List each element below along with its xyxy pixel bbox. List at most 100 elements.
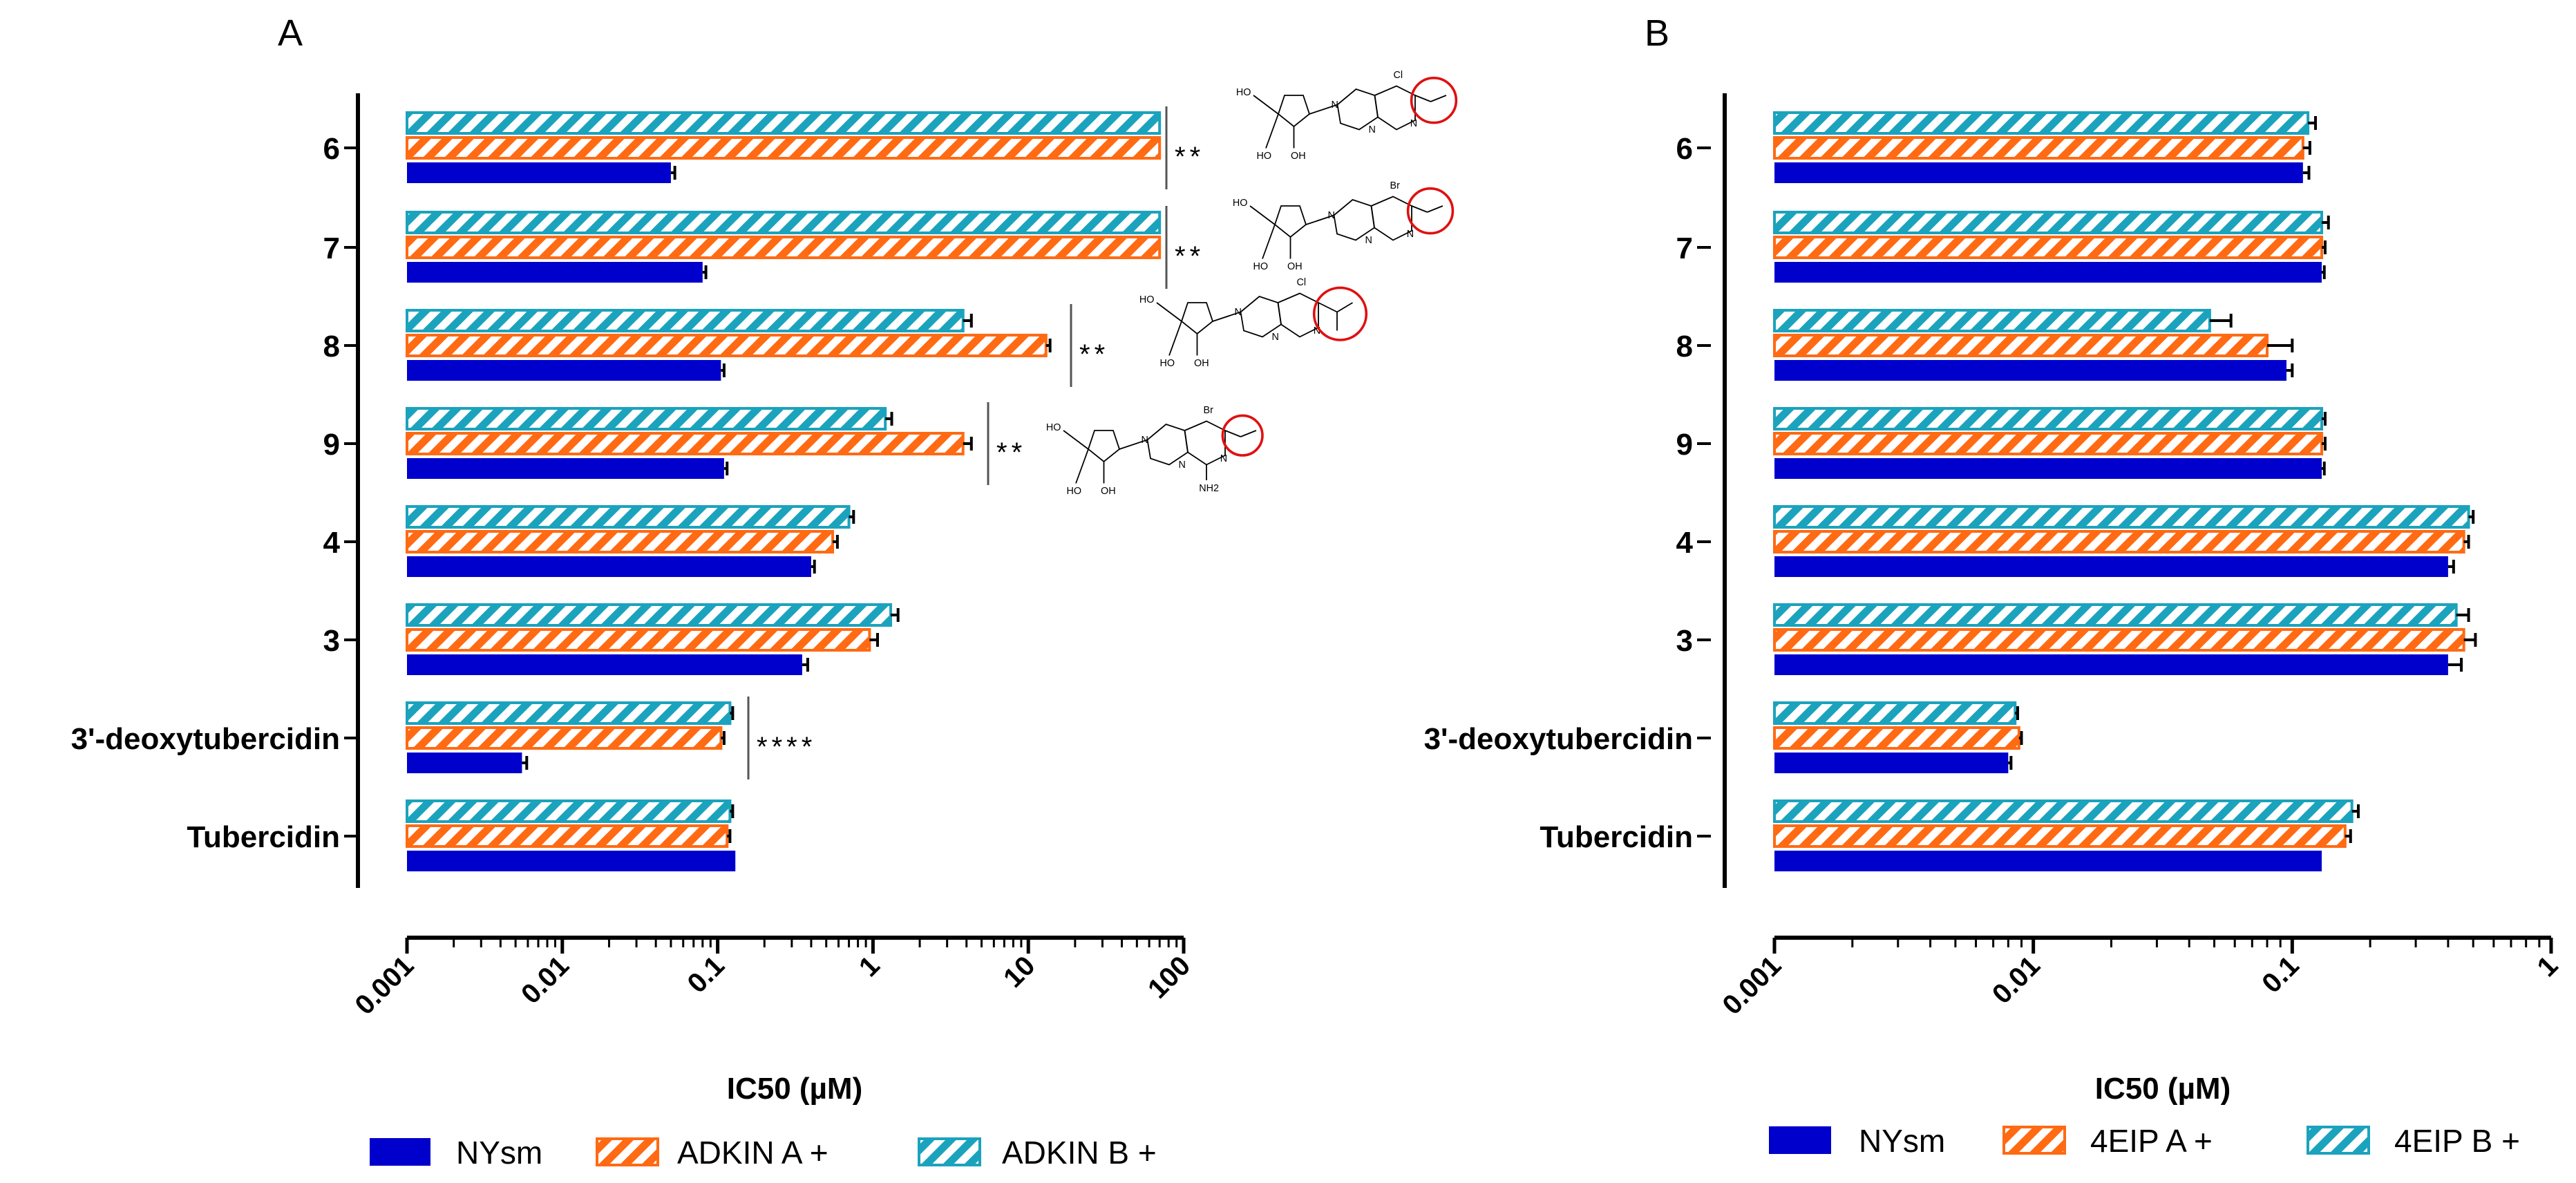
- svg-text:HO: HO: [1046, 422, 1061, 433]
- bar-a-adkin-a-8: [406, 334, 1048, 357]
- bar-b-4eip-b-6: [1773, 111, 2310, 135]
- bar-a-nysm-8: [407, 360, 721, 381]
- bar-a-adkin-a-3: [406, 628, 871, 652]
- category-label: 6: [1676, 132, 1693, 166]
- legend-item-4eip-b: 4EIP B +: [2307, 1123, 2520, 1159]
- significance-label: **: [1175, 142, 1204, 172]
- bar-a-nysm-6: [407, 162, 671, 183]
- x-tick-label: 100: [1142, 950, 1196, 1004]
- svg-text:NH2: NH2: [1199, 483, 1219, 494]
- bar-b-4eip-a-8: [1773, 334, 2269, 357]
- significance-label: **: [996, 437, 1026, 468]
- bar-b-4eip-a-4: [1773, 530, 2465, 553]
- panel-a-x-axis-title: IC50 (µM): [727, 1072, 862, 1106]
- svg-text:N: N: [1365, 235, 1372, 246]
- bar-a-nysm-9: [407, 458, 724, 479]
- legend-swatch-4eip-a: [2002, 1126, 2066, 1155]
- panel-b-x-axis-title: IC50 (µM): [2095, 1072, 2231, 1106]
- bar-b-nysm-8: [1774, 360, 2286, 381]
- x-tick-label: 0.001: [349, 950, 419, 1021]
- bar-b-4eip-b-tubercidin: [1773, 799, 2354, 823]
- bar-b-nysm-tubercidin: [1774, 851, 2322, 871]
- bar-a-adkin-b-3: [406, 603, 893, 627]
- svg-text:HO: HO: [1067, 486, 1082, 497]
- svg-text:HO: HO: [1139, 294, 1155, 305]
- bar-a-adkin-a-9: [406, 432, 965, 455]
- bar-b-4eip-b-9: [1773, 407, 2324, 430]
- bar-a-adkin-a-4: [406, 530, 835, 553]
- panel-a-x-ticks: 0.001 0.01 0.1 1 10 100: [349, 938, 1196, 1021]
- structure-compound-8: HO HO OH N N N Cl: [1139, 277, 1368, 369]
- legend-swatch-nysm: [1769, 1126, 1831, 1154]
- bar-a-nysm-3: [407, 654, 802, 675]
- svg-text:HO: HO: [1236, 87, 1251, 98]
- legend-item-adkin-b: ADKIN B +: [918, 1135, 1157, 1171]
- legend-label: NYsm: [1859, 1123, 1945, 1159]
- svg-text:HO: HO: [1253, 261, 1269, 272]
- bar-b-4eip-b-3-deoxytubercidin: [1773, 701, 2017, 725]
- structure-compound-7: HO HO OH N N N Br: [1233, 180, 1455, 272]
- panel-b: B 6 7 8 9 4 3 3'-deoxytubercidin Tubercidin 0.0…: [1424, 12, 2564, 1106]
- svg-text:N: N: [1328, 210, 1335, 221]
- structure-compound-6: HO HO OH N N N Cl: [1236, 70, 1458, 162]
- category-label: 9: [323, 428, 340, 462]
- panel-b-letter: B: [1645, 12, 1669, 54]
- legend-swatch-nysm: [370, 1138, 430, 1166]
- panel-a-letter: A: [278, 12, 303, 54]
- category-label: 9: [1676, 428, 1693, 462]
- legend-panel-a: NYsm ADKIN A + ADKIN B +: [370, 1135, 1157, 1171]
- category-label: 4: [1676, 526, 1694, 560]
- svg-text:N: N: [1410, 118, 1417, 129]
- bar-a-nysm-tubercidin: [407, 851, 736, 871]
- svg-text:OH: OH: [1194, 358, 1209, 369]
- legend-swatch-4eip-b: [2307, 1126, 2370, 1155]
- bar-b-4eip-a-9: [1773, 432, 2324, 455]
- x-tick-label: 1: [853, 950, 886, 983]
- svg-text:OH: OH: [1101, 486, 1116, 497]
- legend-panel-b: NYsm 4EIP A + 4EIP B +: [1769, 1123, 2520, 1159]
- bar-a-nysm-4: [407, 556, 811, 577]
- legend-label: ADKIN B +: [1002, 1135, 1157, 1171]
- bar-a-adkin-b-4: [406, 505, 851, 529]
- category-label: 4: [323, 526, 341, 560]
- svg-text:Cl: Cl: [1297, 277, 1307, 288]
- category-label: 3: [323, 624, 340, 658]
- svg-text:N: N: [1142, 435, 1148, 446]
- bar-b-nysm-6: [1774, 162, 2303, 183]
- x-tick-label: 0.01: [515, 950, 575, 1010]
- category-label: Tubercidin: [187, 820, 340, 854]
- panel-b-category-labels: 6 7 8 9 4 3 3'-deoxytubercidin Tubercidin: [1424, 132, 1711, 854]
- legend-swatch-adkin-a: [596, 1137, 659, 1166]
- category-label: 6: [323, 132, 340, 166]
- category-label: 7: [323, 231, 340, 265]
- bar-b-4eip-a-3: [1773, 628, 2465, 652]
- bar-a-adkin-b-7: [406, 211, 1162, 234]
- bar-b-4eip-b-8: [1773, 309, 2211, 332]
- bar-b-4eip-b-7: [1773, 211, 2324, 234]
- bar-b-4eip-a-tubercidin: [1773, 824, 2347, 848]
- structure-compound-9: HO HO OH N N N NH2 Br: [1046, 405, 1264, 497]
- bar-b-nysm-3-deoxytubercidin: [1774, 753, 2009, 773]
- legend-item-nysm: NYsm: [370, 1135, 542, 1171]
- svg-text:N: N: [1314, 325, 1320, 337]
- bar-a-adkin-b-3-deoxytubercidin: [406, 701, 732, 725]
- bar-b-4eip-b-4: [1773, 505, 2470, 529]
- bar-b-4eip-b-3: [1773, 603, 2458, 627]
- svg-text:HO: HO: [1160, 358, 1175, 369]
- panel-a-significance: ************: [747, 106, 1204, 779]
- panel-a-bars: [406, 111, 1162, 871]
- svg-text:Br: Br: [1204, 405, 1214, 416]
- category-label: Tubercidin: [1540, 820, 1693, 854]
- significance-label: ****: [757, 732, 816, 762]
- legend-label: 4EIP B +: [2394, 1123, 2520, 1159]
- svg-text:N: N: [1407, 229, 1414, 240]
- svg-text:N: N: [1332, 100, 1338, 111]
- bar-a-nysm-3-deoxytubercidin: [407, 753, 522, 773]
- svg-text:N: N: [1369, 124, 1376, 135]
- bar-b-4eip-a-3-deoxytubercidin: [1773, 726, 2020, 750]
- svg-text:N: N: [1179, 460, 1186, 471]
- svg-text:Br: Br: [1390, 180, 1401, 191]
- bar-b-4eip-a-6: [1773, 136, 2304, 160]
- category-label: 8: [323, 330, 340, 363]
- bar-b-nysm-9: [1774, 458, 2322, 479]
